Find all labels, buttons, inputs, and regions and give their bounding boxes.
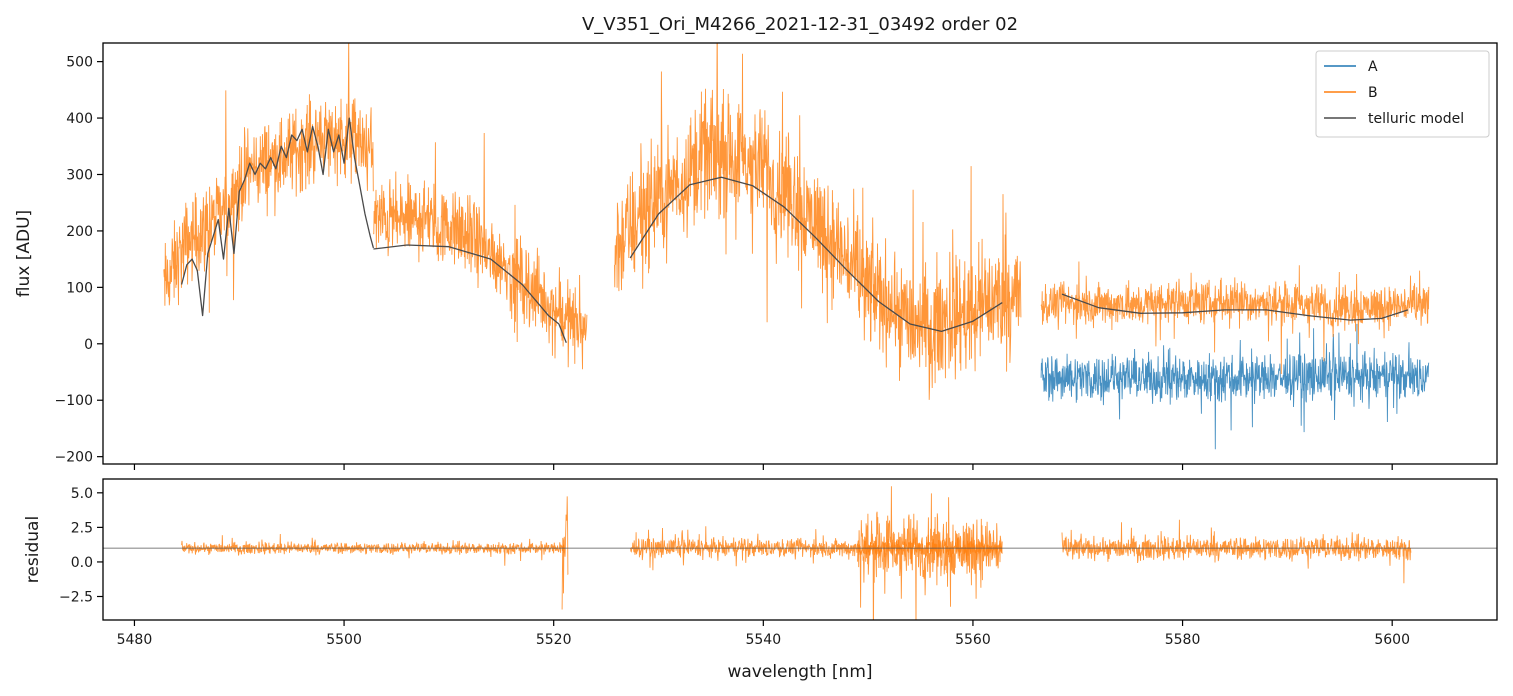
residual-line: [1061, 519, 1412, 584]
flux-y-tick-label: 500: [66, 55, 93, 71]
flux-y-tick-label: −200: [55, 450, 93, 466]
flux-y-tick-label: −100: [55, 393, 93, 409]
series-b-line: [614, 43, 1022, 400]
telluric-model-line: [373, 244, 567, 343]
residual-y-ticks: −2.5 0.0 2.5 5.0: [59, 486, 103, 606]
residual-panel: −2.5 0.0 2.5 5.0 5480 5500 5520 5540 5560 5580 56…: [23, 478, 1498, 682]
legend-box: [1315, 50, 1490, 138]
residual-x-tick-label: 5500: [326, 632, 362, 648]
residual-line: [561, 496, 569, 610]
flux-y-tick-label: 200: [66, 224, 93, 240]
residual-x-tick-label: 5580: [1165, 632, 1201, 648]
residual-y-tick-label: −2.5: [59, 590, 93, 606]
residual-y-tick-label: 2.5: [71, 520, 93, 536]
x-axis-label: wavelength [nm]: [727, 662, 872, 682]
legend-label-telluric: telluric model: [1368, 111, 1464, 127]
residual-x-tick-label: 5480: [117, 632, 153, 648]
flux-y-tick-label: 300: [66, 167, 93, 183]
telluric-model-line: [629, 176, 1003, 333]
residual-x-tick-label: 5540: [745, 632, 781, 648]
series-a-line: [1040, 323, 1430, 450]
flux-y-ticks: −200 −100 0 100 200 300 400 500: [55, 55, 103, 466]
residual-y-tick-label: 0.0: [71, 555, 93, 571]
residual-line: [857, 486, 1003, 620]
flux-plot-area: [163, 43, 1430, 450]
legend-label-a: A: [1368, 59, 1378, 75]
series-b-line: [163, 43, 374, 313]
flux-y-axis-label: flux [ADU]: [14, 210, 34, 297]
legend: A B telluric model: [1315, 50, 1490, 138]
flux-y-tick-label: 0: [84, 337, 93, 353]
residual-x-tick-label: 5520: [536, 632, 572, 648]
flux-y-tick-label: 400: [66, 111, 93, 127]
residual-x-ticks: 5480 5500 5520 5540 5560 5580 5600: [117, 620, 1410, 648]
residual-x-tick-label: 5600: [1374, 632, 1410, 648]
chart-title: V_V351_Ori_M4266_2021-12-31_03492 order …: [582, 14, 1018, 35]
series-b-line: [1040, 261, 1430, 375]
residual-line: [181, 533, 565, 566]
residual-y-tick-label: 5.0: [71, 486, 93, 502]
flux-axes-frame: [102, 42, 1498, 465]
flux-y-tick-label: 100: [66, 280, 93, 296]
residual-x-tick-label: 5560: [955, 632, 991, 648]
telluric-model-line: [1061, 293, 1409, 321]
flux-x-ticks: [133, 464, 1393, 470]
flux-panel: −200 −100 0 100 200 300 400 500 flux [ADU]: [14, 42, 1498, 470]
residual-axes-frame: [102, 478, 1498, 621]
telluric-model-line: [180, 117, 375, 317]
residual-y-axis-label: residual: [23, 516, 43, 583]
legend-label-b: B: [1368, 85, 1378, 101]
series-b-line: [372, 132, 588, 370]
residual-plot-area: [103, 486, 1497, 620]
